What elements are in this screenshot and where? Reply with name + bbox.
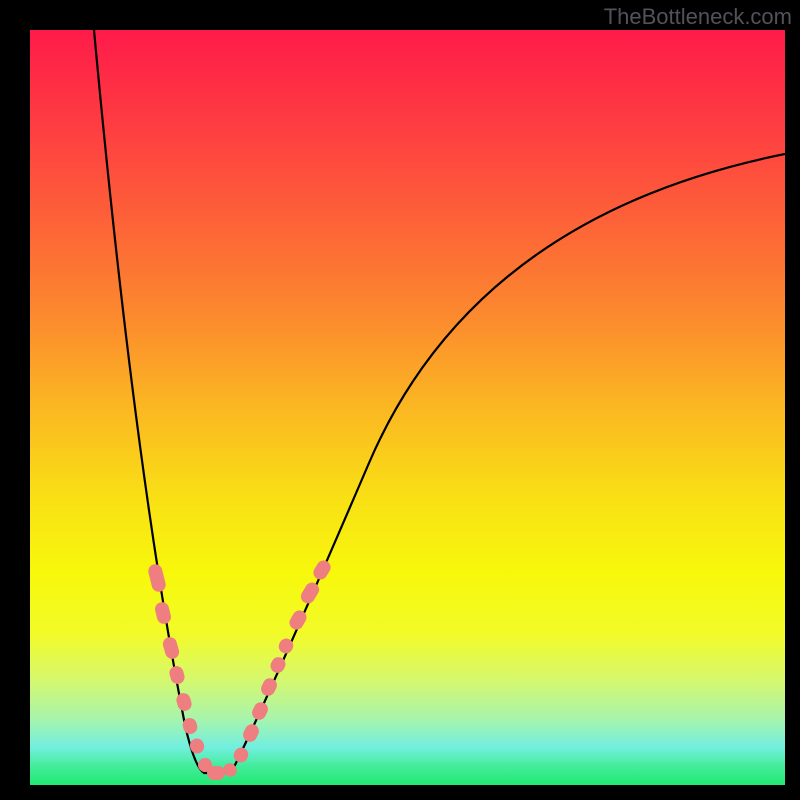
plot-svg bbox=[30, 30, 785, 785]
watermark-text: TheBottleneck.com bbox=[604, 4, 792, 30]
plot-area bbox=[30, 30, 785, 785]
gradient-background bbox=[30, 30, 785, 785]
